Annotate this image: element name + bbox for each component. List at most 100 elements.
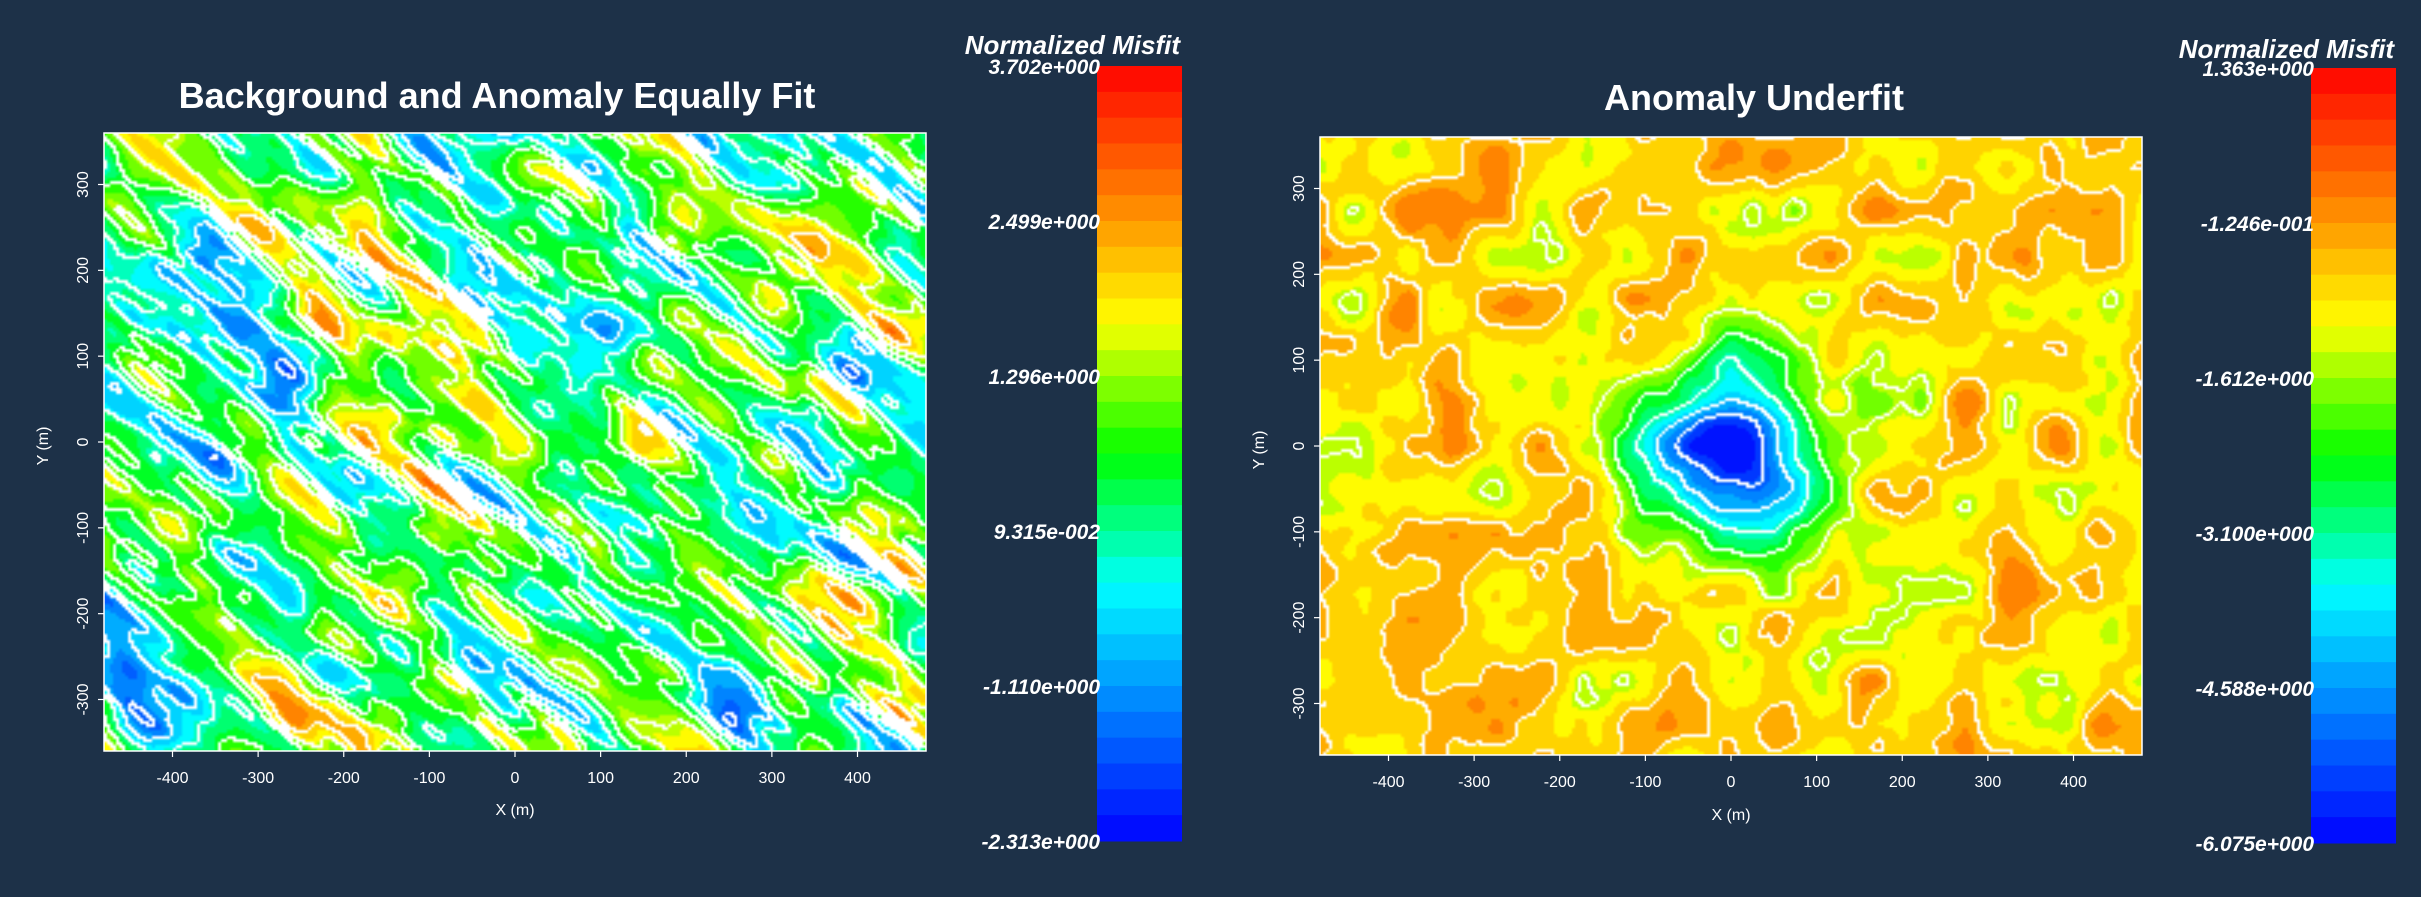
- colorbar-ticks: 3.702e+000 2.499e+000 1.296e+000 9.315e-002…: [981, 56, 1100, 854]
- colorbar-left: Normalized Misfit 3.702e+000 2.499e+000 1.…: [965, 30, 1182, 854]
- colorbar-band: [2311, 429, 2396, 456]
- colorbar-ticks: 1.363e+000 -1.246e-001 -1.612e+000 -3.100e+…: [2195, 58, 2314, 856]
- colorbar-band: [1097, 427, 1182, 454]
- colorbar-band: [2311, 662, 2396, 689]
- heatmap-image: [104, 133, 926, 751]
- colorbar-right: Normalized Misfit 1.363e+000 -1.246e-001 -…: [2179, 34, 2396, 856]
- colorbar-band: [2311, 584, 2396, 611]
- x-tick-label: 0: [511, 770, 520, 787]
- colorbar-band: [2311, 378, 2396, 405]
- colorbar-band: [1097, 272, 1182, 299]
- x-tick-label: -400: [156, 770, 188, 787]
- y-tick-label: -100: [75, 512, 92, 544]
- y-tick-label: 300: [75, 171, 92, 198]
- x-tick-label: -400: [1372, 774, 1404, 791]
- colorbar-tick-label: 9.315e-002: [994, 521, 1101, 544]
- colorbar-band: [2311, 817, 2396, 844]
- y-tick-label: 100: [75, 343, 92, 370]
- colorbar-band: [1097, 66, 1182, 93]
- colorbar-band: [1097, 815, 1182, 842]
- chart-title: Background and Anomaly Equally Fit: [179, 75, 816, 116]
- y-tick-label: 0: [1291, 441, 1308, 450]
- colorbar-title: Normalized Misfit: [2179, 34, 2396, 64]
- y-axis-ticks: -300 -200 -100 0 100 200 300: [1291, 175, 1320, 720]
- colorbar-band: [1097, 376, 1182, 403]
- x-tick-label: 300: [759, 770, 786, 787]
- colorbar-tick-label: -6.075e+000: [2195, 833, 2314, 856]
- colorbar-band: [2311, 636, 2396, 663]
- colorbar-band: [1097, 143, 1182, 170]
- colorbar-band: [2311, 326, 2396, 353]
- x-tick-label: 200: [1889, 774, 1916, 791]
- colorbar-band: [1097, 763, 1182, 790]
- panel-left: Background and Anomaly Equally Fit -400 -…: [35, 75, 927, 819]
- x-axis-label: X (m): [1711, 807, 1750, 824]
- colorbar-band: [1097, 479, 1182, 506]
- colorbar-band: [2311, 300, 2396, 327]
- y-tick-label: -200: [75, 598, 92, 630]
- x-tick-label: -100: [1629, 774, 1661, 791]
- x-axis-ticks: -400 -300 -200 -100 0 100 200 300 400: [156, 751, 871, 787]
- colorbar-band: [1097, 608, 1182, 635]
- y-axis-label: Y (m): [1251, 431, 1268, 470]
- colorbar-tick-label: 1.363e+000: [2202, 58, 2314, 81]
- y-axis-ticks: -300 -200 -100 0 100 200 300: [75, 171, 104, 716]
- colorbar-bands: [1097, 66, 1182, 842]
- colorbar-band: [2311, 739, 2396, 766]
- x-tick-label: -100: [413, 770, 445, 787]
- colorbar-tick-label: -2.313e+000: [981, 831, 1100, 854]
- colorbar-band: [2311, 274, 2396, 301]
- colorbar-band: [2311, 223, 2396, 250]
- colorbar-band: [1097, 789, 1182, 816]
- colorbar-band: [2311, 93, 2396, 121]
- colorbar-band: [1097, 531, 1182, 558]
- x-tick-label: 200: [673, 770, 700, 787]
- colorbar-tick-label: 2.499e+000: [987, 211, 1100, 234]
- colorbar-band: [1097, 91, 1182, 119]
- colorbar-band: [1097, 246, 1182, 274]
- colorbar-tick-label: 1.296e+000: [988, 366, 1100, 389]
- y-tick-label: 0: [75, 437, 92, 446]
- colorbar-band: [1097, 195, 1182, 222]
- y-tick-label: 200: [75, 257, 92, 284]
- colorbar-band: [1097, 556, 1182, 584]
- chart-title: Anomaly Underfit: [1604, 77, 1904, 118]
- colorbar-band: [2311, 791, 2396, 818]
- colorbar-band: [1097, 401, 1182, 429]
- colorbar-band: [2311, 68, 2396, 95]
- colorbar-band: [2311, 171, 2396, 198]
- y-tick-label: 200: [1291, 261, 1308, 288]
- colorbar-band: [2311, 533, 2396, 560]
- colorbar-band: [1097, 634, 1182, 661]
- heatmap-image: [1320, 137, 2142, 755]
- colorbar-band: [2311, 119, 2396, 146]
- y-tick-label: -100: [1291, 516, 1308, 548]
- x-tick-label: -200: [328, 770, 360, 787]
- colorbar-tick-label: -1.246e-001: [2201, 213, 2314, 236]
- colorbar-band: [1097, 169, 1182, 196]
- colorbar-band: [1097, 298, 1182, 325]
- colorbar-band: [1097, 221, 1182, 248]
- x-tick-label: -200: [1544, 774, 1576, 791]
- colorbar-band: [2311, 197, 2396, 224]
- colorbar-tick-label: -1.110e+000: [983, 676, 1100, 699]
- x-tick-label: 300: [1975, 774, 2002, 791]
- colorbar-band: [2311, 713, 2396, 741]
- x-tick-label: 100: [587, 770, 614, 787]
- colorbar-bands: [2311, 68, 2396, 844]
- colorbar-band: [1097, 505, 1182, 532]
- colorbar-tick-label: 3.702e+000: [988, 56, 1100, 79]
- colorbar-band: [1097, 686, 1182, 713]
- colorbar-band: [1097, 582, 1182, 609]
- colorbar-band: [2311, 610, 2396, 637]
- colorbar-band: [1097, 737, 1182, 764]
- colorbar-band: [2311, 248, 2396, 276]
- y-tick-label: -300: [1291, 687, 1308, 719]
- colorbar-band: [1097, 350, 1182, 377]
- colorbar-band: [2311, 481, 2396, 508]
- y-tick-label: 300: [1291, 175, 1308, 202]
- colorbar-band: [2311, 558, 2396, 586]
- colorbar-band: [1097, 453, 1182, 480]
- colorbar-title: Normalized Misfit: [965, 30, 1182, 60]
